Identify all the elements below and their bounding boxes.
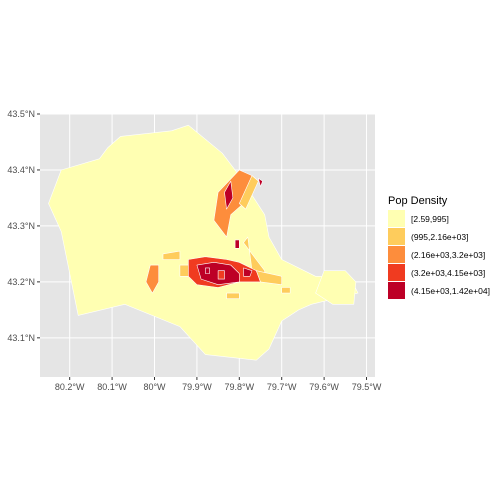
legend-key-4	[388, 282, 405, 299]
legend-label-0: [2.59,995]	[411, 214, 449, 224]
legend-key-0	[388, 210, 405, 227]
region-17	[217, 270, 225, 280]
region-12	[255, 270, 283, 286]
legend-label-1: (995,2.16e+03]	[411, 232, 468, 242]
region-5	[258, 178, 263, 187]
region-18	[243, 267, 253, 277]
legend-item-1: (995,2.16e+03]	[388, 228, 468, 245]
region-8	[145, 264, 159, 294]
x-tick-label-2: 80°W	[143, 382, 166, 392]
legend-key-1	[388, 228, 405, 245]
y-tick-label-4: 43.5°N	[7, 109, 35, 119]
y-tick-label-0: 43.1°N	[7, 333, 35, 343]
legend-label-4: (4.15e+03,1.42e+04]	[411, 286, 490, 296]
region-7	[162, 250, 181, 260]
y-tick-label-2: 43.3°N	[7, 221, 35, 231]
legend-title: Pop Density	[388, 195, 448, 207]
region-4	[239, 175, 259, 210]
legend-key-2	[388, 246, 405, 263]
y-tick-label-1: 43.2°N	[7, 277, 35, 287]
region-15	[234, 239, 240, 249]
legend-key-3	[388, 264, 405, 281]
region-16	[205, 267, 210, 274]
legend-item-4: (4.15e+03,1.42e+04]	[388, 282, 490, 299]
y-axis-ticks: 43.1°N 43.2°N 43.3°N 43.4°N 43.5°N	[7, 109, 40, 343]
legend-item-3: (3.2e+03,4.15e+03]	[388, 264, 485, 281]
x-tick-label-0: 80.2°W	[55, 382, 85, 392]
y-tick-label-3: 43.4°N	[7, 165, 35, 175]
region-1	[315, 270, 357, 305]
legend-label-2: (2.16e+03,3.2e+03]	[411, 250, 485, 260]
x-axis-ticks: 80.2°W 80.1°W 80°W 79.9°W 79.8°W 79.7°W 79.6°W…	[55, 377, 382, 392]
x-tick-label-7: 79.5°W	[352, 382, 382, 392]
x-tick-label-5: 79.7°W	[267, 382, 297, 392]
region-13	[281, 287, 291, 294]
x-tick-label-6: 79.6°W	[309, 382, 339, 392]
legend: Pop Density [2.59,995] (995,2.16e+03] (2…	[388, 195, 490, 299]
legend-item-2: (2.16e+03,3.2e+03]	[388, 246, 485, 263]
x-tick-label-3: 79.9°W	[182, 382, 212, 392]
x-tick-label-4: 79.8°W	[224, 382, 254, 392]
x-tick-label-1: 80.1°W	[97, 382, 127, 392]
legend-label-3: (3.2e+03,4.15e+03]	[411, 268, 485, 278]
region-3	[224, 180, 234, 210]
region-14	[226, 292, 240, 300]
map-regions	[48, 124, 359, 361]
legend-item-0: [2.59,995]	[388, 210, 449, 227]
